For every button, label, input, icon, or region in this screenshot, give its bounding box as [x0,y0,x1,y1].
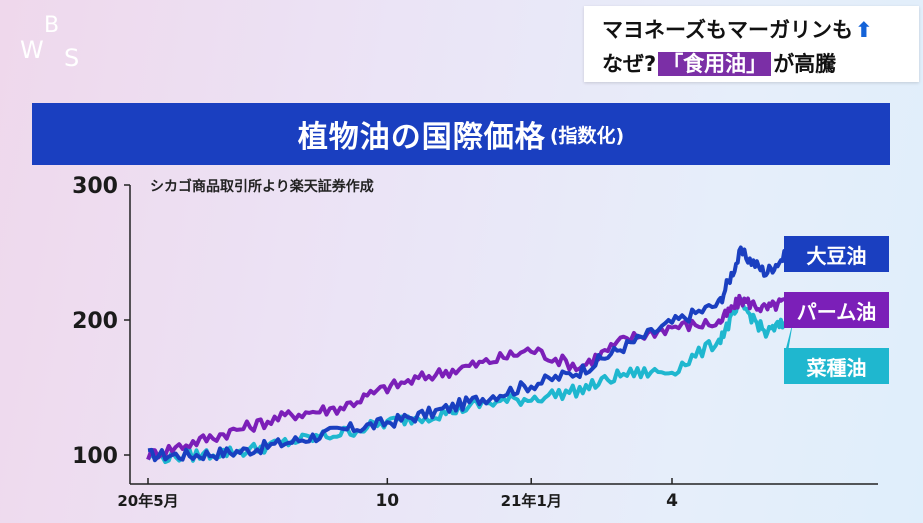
source-note: シカゴ商品取引所より楽天証券作成 [150,179,374,195]
x-tick-label: 21年1月 [501,492,562,510]
chart-title: 植物油の国際価格 [297,120,546,155]
series-line-palm [146,293,792,461]
series-line-soybean [147,245,791,463]
caption-line2-pre: なぜ? [602,52,657,76]
x-tick-label: 4 [666,491,678,511]
legend-rapeseed: 菜種油 [784,348,889,384]
chart-lines [146,245,792,465]
logo-b: B [44,13,59,38]
y-tick-label: 200 [72,309,118,334]
logo-w: W [20,36,44,64]
chart-subtitle: (指数化) [549,124,625,147]
legend-soybean: 大豆油 [784,236,889,272]
legend-pointer-rapeseed [784,320,794,376]
caption-line2: なぜ? 「食用油」 が高騰 [602,48,836,78]
caption-line2-post: が高騰 [773,52,837,76]
wbs-logo: W B S [18,10,88,72]
caption-highlight: 「食用油」 [658,52,772,76]
y-tick-label: 100 [72,444,118,469]
x-tick-label: 10 [375,491,399,511]
up-arrow-icon: ⬆ [854,18,873,42]
x-tick-label: 20年5月 [117,492,178,510]
y-tick-label: 300 [72,174,118,199]
chart-axes: 100 200 300 20年5月 10 21年1月 4 [72,174,878,511]
news-caption: マヨネーズもマーガリンも⬆ なぜ? 「食用油」 が高騰 [584,6,919,82]
caption-line1-text: マヨネーズもマーガリンも [602,18,853,42]
caption-line1: マヨネーズもマーガリンも⬆ [602,14,873,44]
legend-palm: パーム油 [784,292,889,328]
logo-s: S [64,44,79,70]
chart-title-bar: 植物油の国際価格 (指数化) [32,103,890,165]
